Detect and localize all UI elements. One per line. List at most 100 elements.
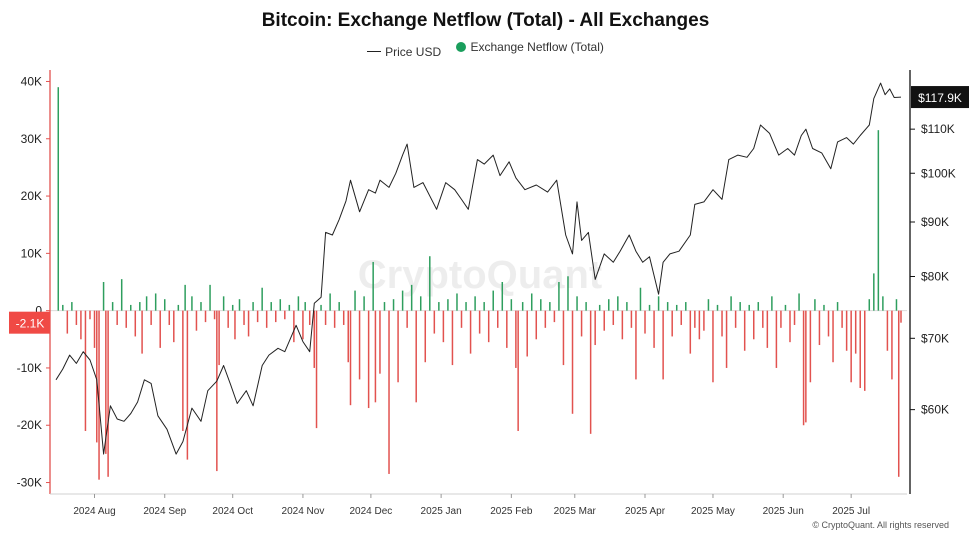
netflow-bar — [535, 310, 538, 340]
netflow-bar — [562, 310, 565, 366]
netflow-bar — [868, 299, 871, 311]
netflow-bar — [98, 310, 100, 480]
netflow-bars — [57, 87, 902, 480]
netflow-bar — [465, 302, 467, 311]
netflow-bar — [173, 310, 175, 343]
x-tick-label: 2024 Nov — [282, 506, 325, 517]
netflow-bar — [675, 304, 678, 311]
netflow-bar — [845, 310, 848, 351]
legend-label-netflow: Exchange Netflow (Total) — [470, 40, 604, 54]
netflow-bar — [265, 310, 268, 328]
netflow-bar — [107, 310, 109, 477]
netflow-bar — [897, 310, 900, 477]
netflow-bar — [743, 310, 746, 351]
left-tick-label: -30K — [17, 476, 42, 490]
netflow-bar — [841, 310, 843, 328]
netflow-bar — [886, 310, 889, 351]
netflow-bar — [653, 310, 655, 348]
netflow-bar — [338, 302, 340, 311]
netflow-bar — [469, 310, 472, 354]
netflow-bar — [526, 310, 528, 357]
netflow-bar — [84, 310, 87, 431]
x-tick-label: 2024 Oct — [212, 506, 253, 517]
netflow-bar — [388, 310, 390, 474]
netflow-bar — [102, 282, 105, 311]
right-tick-label: $100K — [921, 166, 956, 180]
netflow-bar — [372, 261, 374, 311]
netflow-bar — [358, 310, 361, 380]
netflow-bar — [139, 302, 141, 311]
netflow-bar — [168, 310, 171, 325]
left-tick-label: 0 — [35, 304, 42, 318]
netflow-bar — [644, 310, 646, 334]
netflow-bar — [159, 310, 161, 348]
netflow-bar — [145, 296, 148, 311]
netflow-bar — [186, 310, 189, 460]
netflow-bar — [752, 310, 755, 340]
netflow-bar — [793, 310, 796, 325]
netflow-bar — [89, 310, 91, 320]
netflow-bar — [218, 310, 220, 366]
netflow-bar — [177, 304, 180, 311]
netflow-bar — [725, 310, 728, 368]
netflow-bar — [231, 304, 234, 311]
x-tick-label: 2025 Jun — [763, 506, 804, 517]
netflow-bar — [571, 310, 574, 414]
netflow-bar — [832, 310, 834, 363]
netflow-bar — [877, 130, 880, 311]
copyright-notice: © CryptoQuant. All rights reserved — [812, 520, 949, 530]
netflow-bar — [789, 310, 791, 343]
netflow-bar — [460, 310, 463, 328]
netflow-bar — [483, 302, 485, 311]
netflow-bar — [721, 310, 723, 337]
netflow-bar — [617, 296, 619, 311]
netflow-bar — [252, 302, 254, 311]
netflow-bar — [850, 310, 852, 383]
netflow-bar — [827, 310, 830, 337]
netflow-bar — [111, 302, 114, 311]
netflow-bar — [66, 310, 69, 334]
legend-label-price: Price USD — [385, 44, 442, 59]
netflow-bar — [567, 276, 569, 311]
right-tick-label: $70K — [921, 331, 949, 345]
netflow-bar — [410, 284, 413, 311]
netflow-bar — [734, 310, 737, 328]
netflow-bar — [329, 293, 331, 311]
line-marker-icon — [367, 51, 382, 52]
x-tick-label: 2024 Dec — [349, 506, 392, 517]
x-tick-label: 2025 Mar — [554, 506, 597, 517]
watermark: CryptoQuant — [358, 253, 602, 297]
netflow-bar — [270, 302, 272, 311]
netflow-bar — [515, 310, 517, 368]
x-tick-label: 2025 Jul — [832, 506, 870, 517]
netflow-badge-bg — [9, 311, 50, 334]
price-line — [55, 82, 902, 455]
netflow-bar — [304, 302, 306, 311]
netflow-bar — [284, 310, 286, 320]
netflow-bar — [580, 310, 583, 337]
netflow-bar — [506, 310, 508, 348]
legend-item-netflow[interactable]: Exchange Netflow (Total) — [456, 40, 604, 54]
netflow-bar — [739, 302, 741, 311]
netflow-bar — [521, 302, 524, 311]
legend-item-price[interactable]: Price USD — [367, 45, 441, 59]
netflow-bar — [324, 310, 327, 325]
netflow-bar — [96, 310, 98, 443]
netflow-bar — [666, 302, 669, 311]
netflow-bar — [130, 304, 132, 311]
netflow-bar — [261, 287, 263, 311]
netflow-bar — [243, 310, 245, 325]
netflow-bar — [882, 296, 884, 311]
netflow-bar — [279, 299, 282, 311]
right-tick-label: $110K — [921, 122, 955, 136]
netflow-bar — [784, 304, 787, 311]
netflow-bar — [780, 310, 782, 328]
netflow-bar — [154, 293, 157, 311]
netflow-bar — [900, 310, 902, 323]
left-tick-label: 20K — [21, 189, 42, 203]
netflow-bar — [93, 310, 96, 348]
netflow-bar — [209, 284, 211, 311]
netflow-bar — [105, 310, 107, 454]
netflow-bar — [297, 296, 300, 311]
